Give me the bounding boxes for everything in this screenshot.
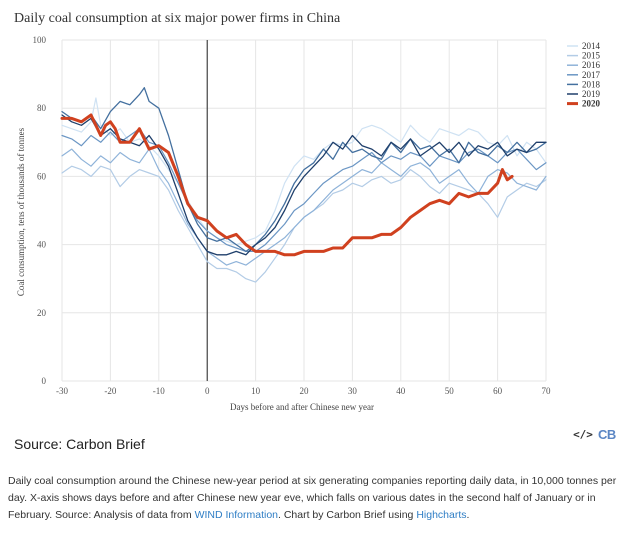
legend-label-2014[interactable]: 2014 bbox=[582, 41, 601, 51]
legend-label-2020[interactable]: 2020 bbox=[582, 99, 601, 109]
series-group bbox=[60, 87, 547, 283]
x-tick-label: -30 bbox=[56, 386, 68, 396]
chart-area: Daily coal consumption at six major powe… bbox=[14, 11, 601, 412]
wind-information-link[interactable]: WIND Information bbox=[194, 509, 278, 521]
source-label: Source: Carbon Brief bbox=[14, 436, 145, 452]
x-tick-label: 0 bbox=[205, 386, 210, 396]
x-tick-label: -10 bbox=[153, 386, 165, 396]
chart-caption: Daily coal consumption around the Chines… bbox=[8, 473, 634, 524]
series-line-2016[interactable] bbox=[61, 148, 547, 266]
y-tick-label: 20 bbox=[37, 308, 47, 318]
legend-label-2016[interactable]: 2016 bbox=[582, 60, 601, 70]
carbon-brief-logo[interactable]: CB bbox=[598, 427, 616, 442]
series-line-2014[interactable] bbox=[61, 97, 547, 246]
series-line-2018[interactable] bbox=[61, 87, 547, 253]
chart-title: Daily coal consumption at six major powe… bbox=[14, 11, 341, 26]
y-tick-label: 100 bbox=[33, 35, 47, 45]
series-line-2019[interactable] bbox=[61, 114, 547, 256]
x-axis-label: Days before and after Chinese new year bbox=[230, 402, 374, 412]
x-tick-label: -20 bbox=[104, 386, 116, 396]
legend-label-2017[interactable]: 2017 bbox=[582, 70, 601, 80]
caption-text-1: Daily coal consumption around the Chines… bbox=[8, 475, 617, 521]
line-chart: Daily coal consumption at six major powe… bbox=[14, 11, 601, 412]
legend-label-2015[interactable]: 2015 bbox=[582, 51, 601, 61]
legend-label-2019[interactable]: 2019 bbox=[582, 89, 601, 99]
y-axis-label: Coal consumption, tens of thousands of t… bbox=[16, 127, 26, 296]
legend-label-2018[interactable]: 2018 bbox=[582, 79, 601, 89]
y-axis-ticks: 0 20 40 60 80 100 bbox=[33, 35, 47, 386]
x-tick-label: 70 bbox=[542, 386, 552, 396]
y-tick-label: 80 bbox=[37, 103, 47, 113]
x-axis-ticks: -30 -20 -10 0 10 20 30 40 50 60 70 bbox=[56, 386, 551, 396]
x-tick-label: 20 bbox=[300, 386, 310, 396]
y-tick-label: 0 bbox=[42, 376, 47, 386]
x-tick-label: 40 bbox=[396, 386, 406, 396]
x-tick-label: 50 bbox=[445, 386, 455, 396]
y-tick-label: 60 bbox=[37, 171, 47, 181]
y-tick-label: 40 bbox=[37, 240, 47, 250]
caption-text-3: . bbox=[466, 509, 470, 521]
x-tick-label: 60 bbox=[493, 386, 503, 396]
grid-lines bbox=[61, 39, 547, 382]
caption-text-2: . Chart by Carbon Brief using bbox=[278, 509, 417, 521]
x-tick-label: 30 bbox=[348, 386, 358, 396]
highcharts-link[interactable]: Highcharts bbox=[416, 509, 467, 521]
x-tick-label: 10 bbox=[251, 386, 261, 396]
embed-code-button[interactable]: </> bbox=[573, 428, 593, 441]
series-line-2020[interactable] bbox=[60, 113, 514, 257]
